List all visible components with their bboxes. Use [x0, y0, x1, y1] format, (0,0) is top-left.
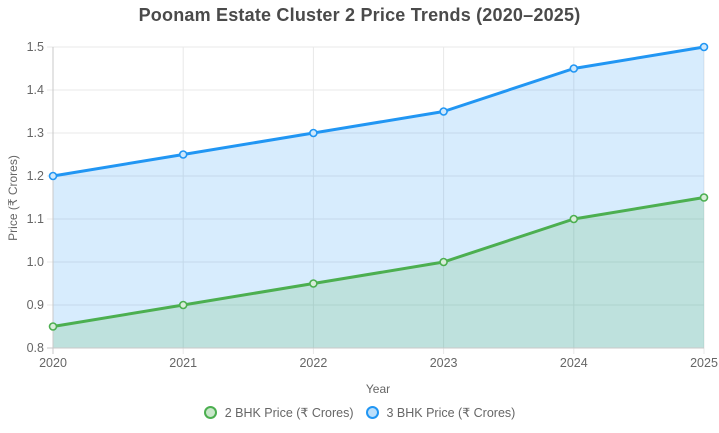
data-point-2-bhk-2023[interactable] — [439, 257, 448, 267]
y-tick-label: 1.2 — [27, 169, 44, 183]
data-point-2-bhk-2020[interactable] — [48, 322, 58, 331]
y-tick-label: 1.0 — [27, 255, 44, 269]
line-2-bhk — [51, 196, 706, 328]
data-point-3-bhk-2023[interactable] — [439, 107, 448, 116]
legend-item-3-bhk[interactable]: 3 BHK Price (₹ Crores) — [365, 405, 516, 420]
x-tick-label: 2020 — [39, 356, 67, 370]
x-tick-label: 2022 — [299, 356, 327, 370]
x-tick-label: 2021 — [169, 356, 197, 370]
data-point-3-bhk-2024[interactable] — [569, 64, 579, 73]
data-point-2-bhk-2024[interactable] — [569, 214, 579, 224]
legend-label-2-bhk: 2 BHK Price (₹ Crores) — [224, 406, 354, 420]
line-3-bhk — [51, 45, 706, 178]
legend-marker-3-bhk-icon — [365, 406, 379, 419]
y-tick-label: 0.8 — [27, 341, 44, 355]
x-tick-label: 2025 — [690, 356, 718, 370]
data-point-3-bhk-2021[interactable] — [178, 150, 188, 159]
chart-title: Poonam Estate Cluster 2 Price Trends (20… — [138, 5, 581, 25]
y-tick-label: 0.9 — [27, 298, 44, 312]
y-axis-title: Price (₹ Crores) — [6, 155, 20, 241]
data-point-2-bhk-2021[interactable] — [178, 300, 188, 310]
data-point-3-bhk-2022[interactable] — [309, 128, 318, 138]
legend-label-3-bhk: 3 BHK Price (₹ Crores) — [386, 406, 516, 420]
y-tick-label: 1.5 — [27, 40, 44, 54]
y-tick-label: 1.1 — [27, 212, 44, 226]
data-point-2-bhk-2025[interactable] — [699, 193, 709, 202]
y-tick-label: 1.4 — [27, 83, 44, 97]
x-tick-label: 2023 — [430, 356, 458, 370]
x-tick-label: 2024 — [560, 356, 588, 370]
y-tick-label: 1.3 — [27, 126, 44, 140]
chart-legend: 2 BHK Price (₹ Crores) 3 BHK Price (₹ Cr… — [0, 405, 719, 420]
legend-marker-2-bhk-icon — [203, 406, 217, 419]
data-point-3-bhk-2020[interactable] — [48, 171, 58, 181]
area-3-bhk — [53, 47, 704, 348]
x-axis-title: Year — [365, 382, 391, 396]
legend-item-2-bhk[interactable]: 2 BHK Price (₹ Crores) — [203, 405, 354, 420]
data-point-2-bhk-2022[interactable] — [309, 279, 318, 288]
data-point-3-bhk-2025[interactable] — [699, 42, 709, 52]
